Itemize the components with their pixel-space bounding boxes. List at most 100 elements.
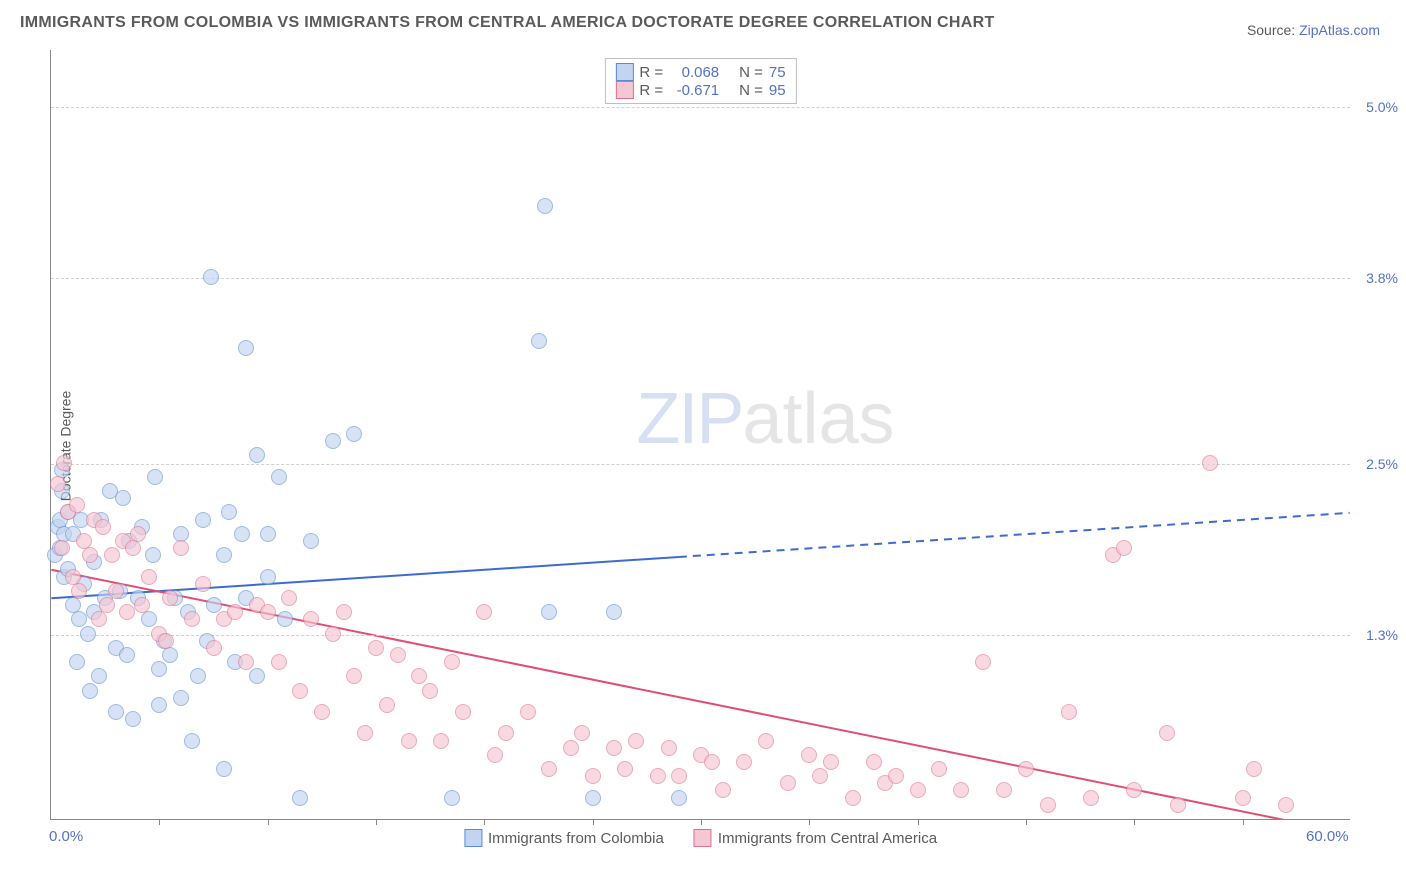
x-tick-mark xyxy=(809,819,810,825)
scatter-point-central-america xyxy=(357,725,373,741)
scatter-point-colombia xyxy=(190,668,206,684)
x-tick-mark xyxy=(268,819,269,825)
scatter-point-central-america xyxy=(715,782,731,798)
scatter-point-central-america xyxy=(54,540,70,556)
scatter-point-central-america xyxy=(1126,782,1142,798)
scatter-point-central-america xyxy=(780,775,796,791)
scatter-point-central-america xyxy=(975,654,991,670)
scatter-point-central-america xyxy=(455,704,471,720)
scatter-point-central-america xyxy=(292,683,308,699)
x-tick-mark xyxy=(701,819,702,825)
watermark-zip: ZIP xyxy=(636,379,742,459)
scatter-point-central-america xyxy=(585,768,601,784)
series-label: Immigrants from Colombia xyxy=(488,830,664,847)
scatter-point-colombia xyxy=(541,604,557,620)
scatter-point-colombia xyxy=(203,269,219,285)
scatter-point-central-america xyxy=(260,604,276,620)
scatter-point-colombia xyxy=(162,647,178,663)
scatter-point-central-america xyxy=(628,733,644,749)
scatter-point-central-america xyxy=(1202,455,1218,471)
y-tick-label: 5.0% xyxy=(1366,99,1398,115)
scatter-point-colombia xyxy=(234,526,250,542)
scatter-point-central-america xyxy=(1159,725,1175,741)
scatter-point-colombia xyxy=(151,697,167,713)
scatter-point-colombia xyxy=(147,469,163,485)
scatter-point-central-america xyxy=(845,790,861,806)
x-tick-label: 0.0% xyxy=(49,828,83,845)
scatter-point-central-america xyxy=(931,761,947,777)
scatter-point-central-america xyxy=(888,768,904,784)
scatter-point-central-america xyxy=(99,597,115,613)
scatter-point-central-america xyxy=(661,740,677,756)
scatter-point-central-america xyxy=(134,597,150,613)
scatter-point-colombia xyxy=(292,790,308,806)
scatter-point-central-america xyxy=(736,754,752,770)
scatter-point-central-america xyxy=(617,761,633,777)
x-tick-mark xyxy=(1026,819,1027,825)
source-attribution: Source: ZipAtlas.com xyxy=(1247,22,1380,38)
scatter-point-colombia xyxy=(585,790,601,806)
scatter-point-colombia xyxy=(145,547,161,563)
scatter-point-central-america xyxy=(1235,790,1251,806)
series-legend-item: Immigrants from Colombia xyxy=(464,829,664,847)
scatter-point-colombia xyxy=(303,533,319,549)
y-tick-label: 3.8% xyxy=(1366,270,1398,286)
n-value: 75 xyxy=(769,64,786,81)
trendline-central-america xyxy=(51,570,1349,819)
x-tick-mark xyxy=(593,819,594,825)
scatter-point-central-america xyxy=(184,611,200,627)
trendline-layer xyxy=(51,50,1350,819)
scatter-point-central-america xyxy=(1278,797,1294,813)
scatter-point-central-america xyxy=(433,733,449,749)
scatter-point-central-america xyxy=(704,754,720,770)
series-label: Immigrants from Central America xyxy=(718,830,937,847)
scatter-point-central-america xyxy=(325,626,341,642)
legend-swatch-central-america xyxy=(615,81,633,99)
x-tick-mark xyxy=(1243,819,1244,825)
r-value: 0.068 xyxy=(669,64,719,81)
r-label: R = xyxy=(639,82,663,99)
scatter-point-central-america xyxy=(1061,704,1077,720)
legend-swatch-colombia xyxy=(464,829,482,847)
gridline xyxy=(51,464,1350,465)
scatter-point-colombia xyxy=(277,611,293,627)
x-tick-mark xyxy=(376,819,377,825)
x-tick-mark xyxy=(918,819,919,825)
scatter-point-colombia xyxy=(206,597,222,613)
scatter-point-central-america xyxy=(866,754,882,770)
scatter-point-central-america xyxy=(238,654,254,670)
scatter-point-central-america xyxy=(69,497,85,513)
plot-area: ZIPatlas R = 0.068 N = 75 R = -0.671 N =… xyxy=(50,50,1350,820)
source-link[interactable]: ZipAtlas.com xyxy=(1299,22,1380,38)
scatter-point-central-america xyxy=(606,740,622,756)
scatter-point-colombia xyxy=(271,469,287,485)
chart-title: IMMIGRANTS FROM COLOMBIA VS IMMIGRANTS F… xyxy=(20,14,995,32)
scatter-point-central-america xyxy=(1018,761,1034,777)
scatter-point-central-america xyxy=(130,526,146,542)
scatter-point-colombia xyxy=(249,668,265,684)
scatter-point-central-america xyxy=(401,733,417,749)
scatter-point-colombia xyxy=(260,526,276,542)
x-tick-mark xyxy=(159,819,160,825)
scatter-point-central-america xyxy=(1246,761,1262,777)
scatter-point-central-america xyxy=(498,725,514,741)
scatter-point-colombia xyxy=(141,611,157,627)
n-label: N = xyxy=(739,64,763,81)
scatter-point-central-america xyxy=(444,654,460,670)
scatter-point-central-america xyxy=(379,697,395,713)
scatter-point-colombia xyxy=(221,504,237,520)
scatter-point-central-america xyxy=(910,782,926,798)
stats-legend: R = 0.068 N = 75 R = -0.671 N = 95 xyxy=(604,58,796,104)
scatter-point-colombia xyxy=(325,433,341,449)
scatter-point-colombia xyxy=(125,711,141,727)
scatter-point-central-america xyxy=(108,583,124,599)
scatter-point-colombia xyxy=(537,198,553,214)
scatter-point-central-america xyxy=(476,604,492,620)
stats-legend-row: R = 0.068 N = 75 xyxy=(615,63,785,81)
scatter-point-central-america xyxy=(119,604,135,620)
scatter-point-colombia xyxy=(195,512,211,528)
scatter-point-central-america xyxy=(173,540,189,556)
scatter-point-colombia xyxy=(108,704,124,720)
scatter-point-colombia xyxy=(249,447,265,463)
scatter-point-central-america xyxy=(487,747,503,763)
